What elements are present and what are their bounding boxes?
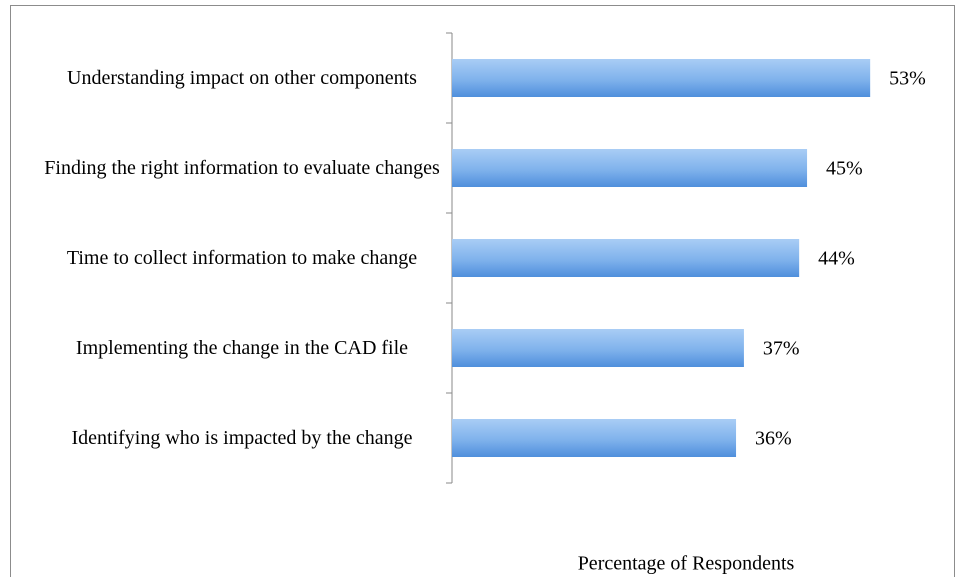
data-label: 36% xyxy=(755,428,792,450)
bar xyxy=(452,59,871,97)
category-label: Implementing the change in the CAD file xyxy=(75,337,409,359)
bar xyxy=(452,149,808,187)
bar xyxy=(452,329,744,367)
category-label: Identifying who is impacted by the chang… xyxy=(71,427,413,449)
category-label: Finding the right information to evaluat… xyxy=(44,157,440,179)
category-label: Understanding impact on other components xyxy=(67,67,417,89)
bar xyxy=(452,239,800,277)
data-label: 45% xyxy=(826,158,863,180)
bar xyxy=(452,419,737,457)
x-axis-title: Percentage of Respondents xyxy=(578,553,795,575)
data-label: 37% xyxy=(763,338,800,360)
category-label: Time to collect information to make chan… xyxy=(66,247,418,269)
data-label: 53% xyxy=(889,68,926,90)
data-label: 44% xyxy=(818,248,855,270)
frame xyxy=(10,5,955,577)
